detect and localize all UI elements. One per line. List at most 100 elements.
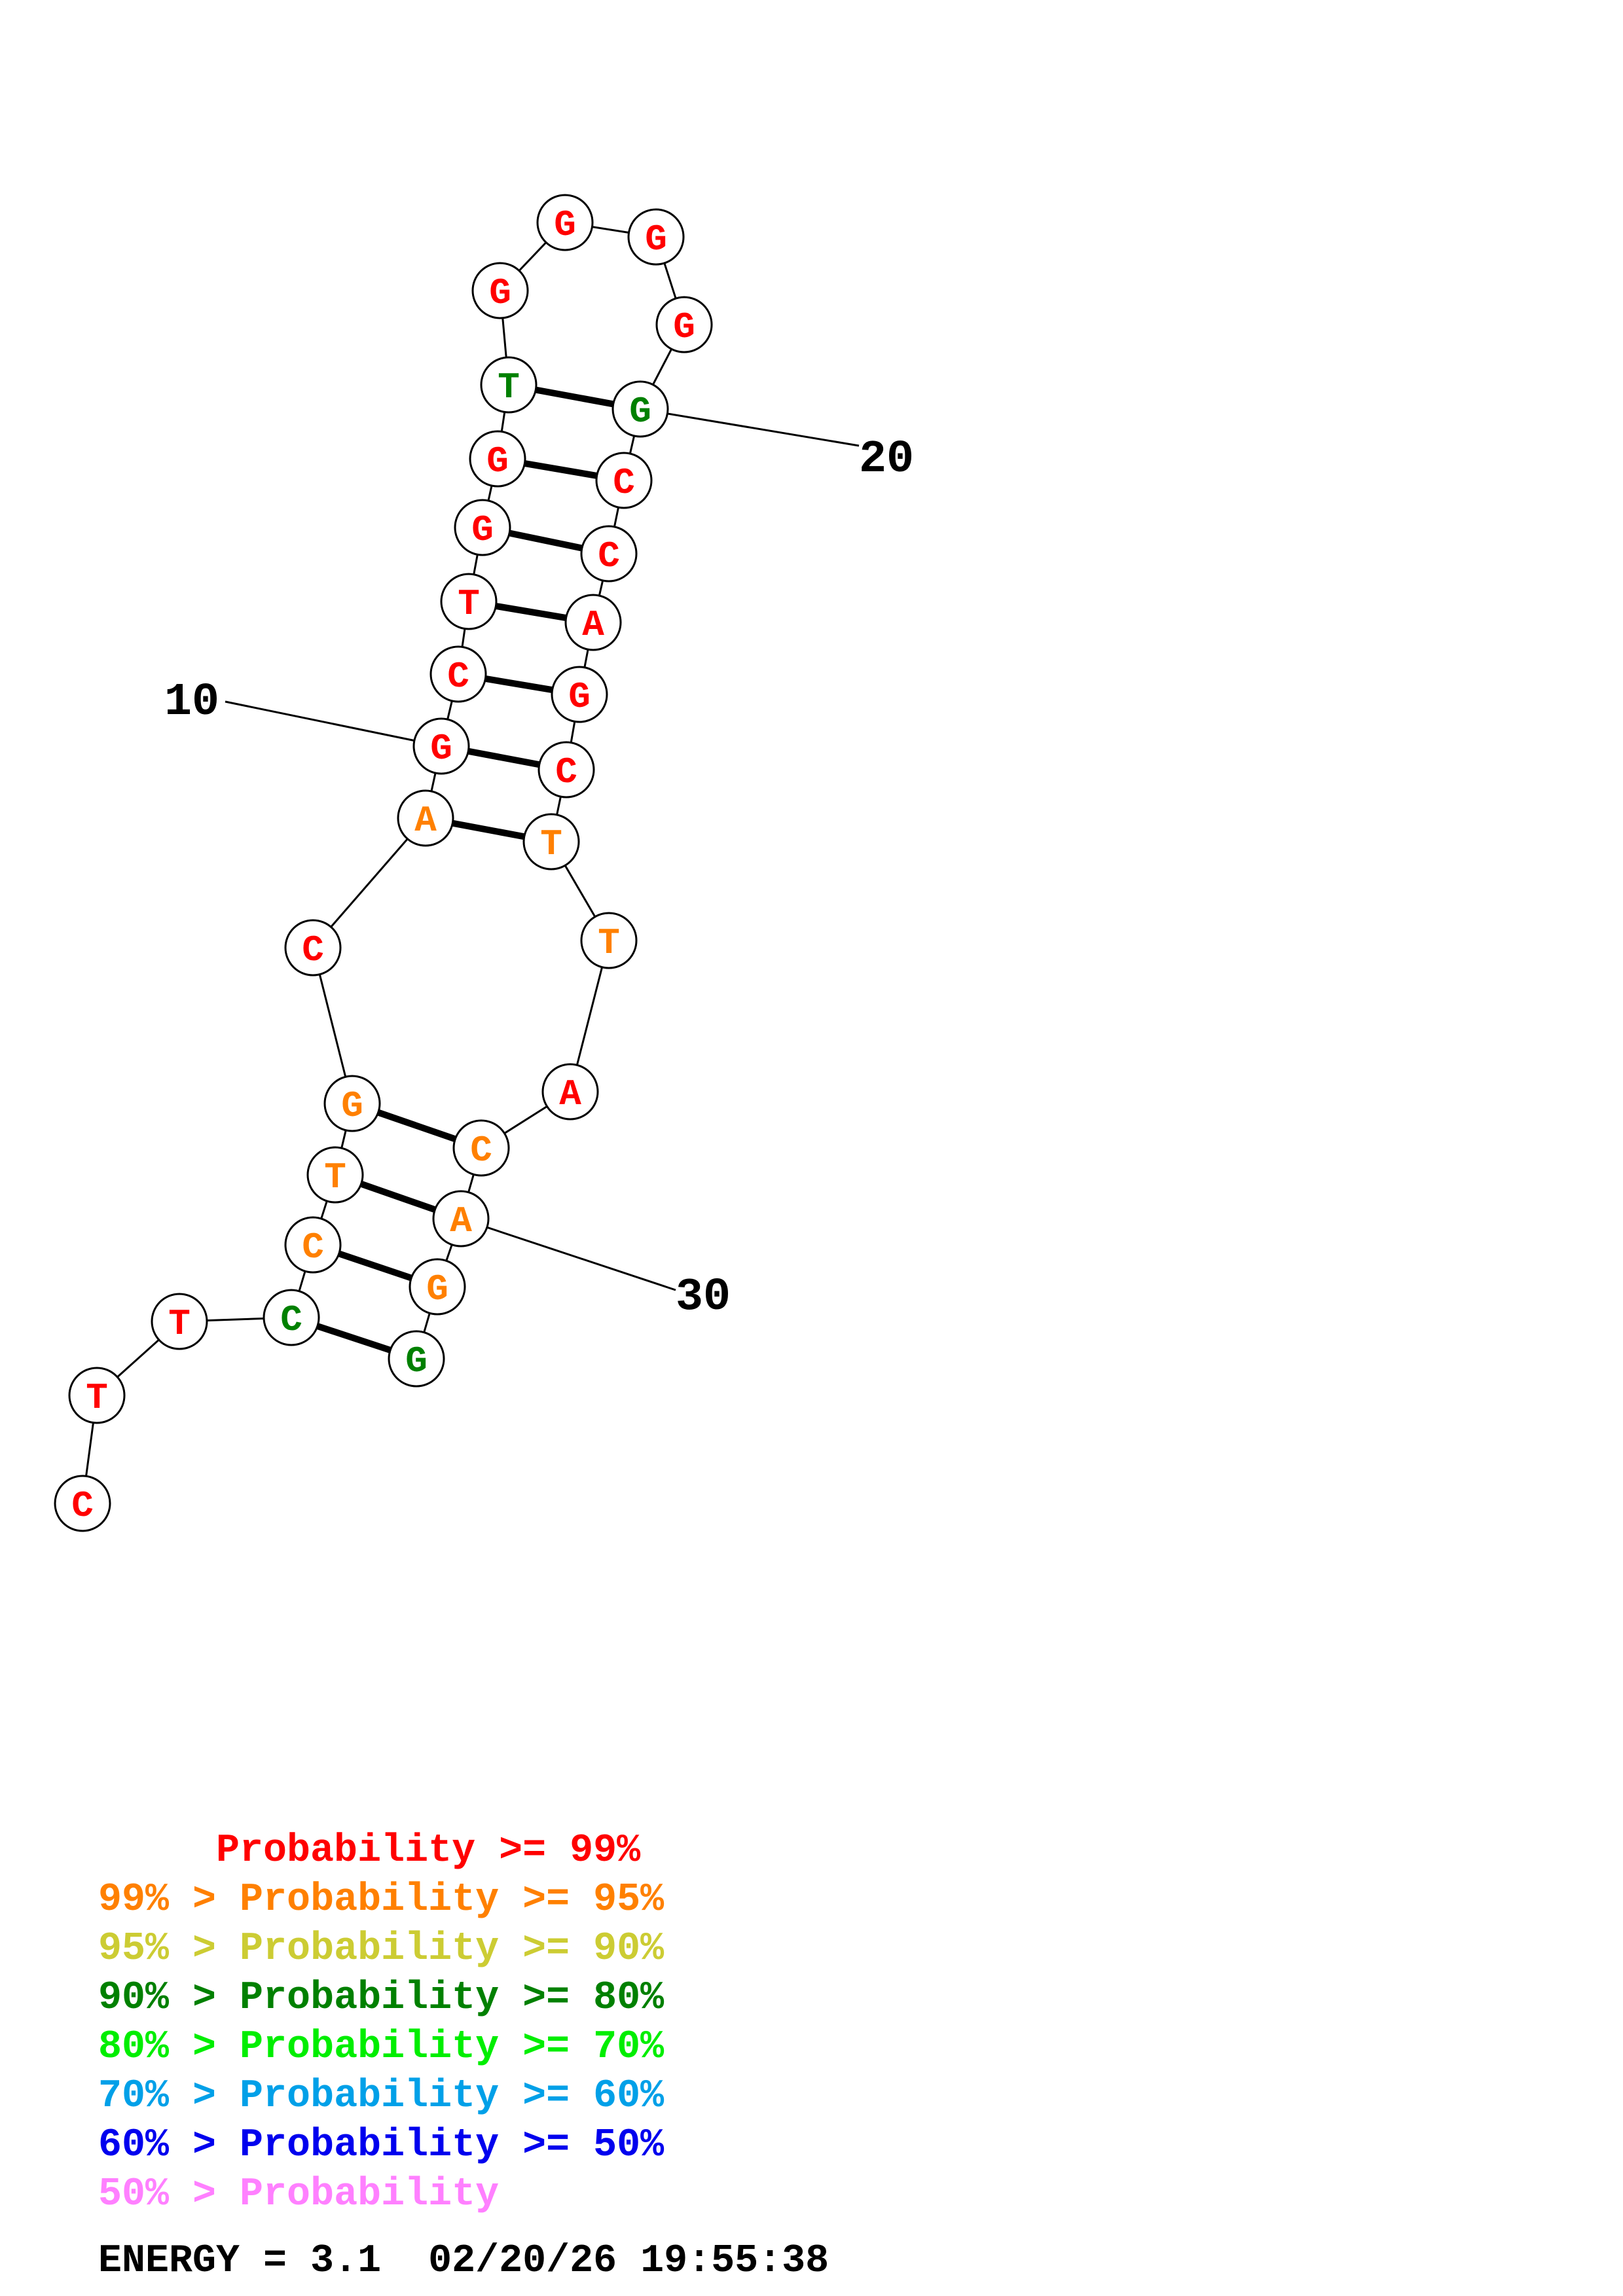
legend-entry: 50% > Probability	[98, 2175, 499, 2214]
nucleotide: T	[580, 912, 638, 969]
nucleotide-letter: G	[426, 1268, 448, 1310]
nucleotide: G	[454, 499, 511, 556]
nucleotide-letter: C	[71, 1485, 94, 1527]
nucleotide: G	[323, 1075, 381, 1132]
nucleotide: A	[397, 789, 454, 847]
nucleotide: A	[564, 594, 622, 651]
nucleotide-circle	[469, 430, 526, 488]
nucleotide-circle	[323, 1075, 381, 1132]
nucleotide-letter: C	[555, 751, 577, 793]
nucleotide-circle	[432, 1190, 490, 1247]
legend-entry: 60% > Probability >= 50%	[98, 2126, 664, 2165]
nucleotide-circle	[397, 789, 454, 847]
nucleotide-circle	[454, 499, 511, 556]
legend-entry: 90% > Probability >= 80%	[98, 1979, 664, 2018]
nucleotide: C	[263, 1289, 320, 1346]
nucleotide: G	[469, 430, 526, 488]
nucleotide-circle	[429, 645, 487, 703]
nucleotide-letter: T	[324, 1157, 346, 1198]
nucleotide-letter: G	[430, 728, 452, 770]
nucleotide: A	[541, 1063, 599, 1121]
nucleotide-letter: C	[613, 462, 635, 504]
position-label-leader	[640, 408, 860, 447]
legend-prefix: 60% >	[98, 2123, 240, 2168]
nucleotide-letter: T	[598, 922, 620, 964]
nucleotide-letter: G	[645, 219, 667, 260]
nucleotide-circle	[412, 717, 470, 775]
nucleotide: T	[68, 1367, 126, 1424]
nucleotide-letter: A	[414, 800, 437, 842]
nucleotide-letter: G	[405, 1340, 428, 1382]
legend-prefix: 70% >	[98, 2074, 240, 2119]
nucleotide-letter: G	[486, 440, 509, 482]
nucleotide-letter: T	[86, 1377, 108, 1419]
nucleotide-letter: C	[280, 1299, 302, 1341]
nucleotide-letter: C	[447, 656, 469, 698]
nucleotide-letter: G	[554, 204, 576, 246]
nucleotide-letter: G	[471, 509, 494, 551]
nucleotide: C	[429, 645, 487, 703]
legend-prefix: 80% >	[98, 2025, 240, 2070]
legend-prefix: 90% >	[98, 1976, 240, 2020]
nucleotide-letter: T	[458, 583, 480, 625]
position-labels: 10 20 30	[164, 408, 914, 1323]
nucleotide: G	[611, 380, 669, 438]
nucleotide: T	[151, 1293, 208, 1350]
nucleotide-circle	[68, 1367, 126, 1424]
nucleotide-circle	[541, 1063, 599, 1121]
nucleotide-letter: G	[489, 272, 511, 314]
nucleotide-circle	[655, 296, 713, 353]
nucleotide-circle	[284, 1216, 342, 1274]
legend-label: Probability	[240, 2172, 500, 2217]
nucleotide-letter: G	[629, 391, 651, 433]
nucleotide: G	[388, 1330, 445, 1388]
energy-line: ENERGY = 3.1 02/20/26 19:55:38	[98, 2242, 829, 2281]
nucleotide-circle	[595, 452, 653, 509]
nucleotide: T	[480, 356, 538, 414]
legend-label: Probability >= 50%	[240, 2123, 665, 2168]
nucleotide: G	[471, 262, 529, 319]
nucleotide: C	[284, 1216, 342, 1274]
legend-entry: 80% > Probability >= 70%	[98, 2028, 664, 2067]
nucleotide-letter: T	[540, 823, 562, 865]
backbone-segment	[312, 817, 427, 948]
legend-label: Probability >= 95%	[240, 1878, 665, 1922]
nucleotide: G	[409, 1258, 466, 1316]
legend-prefix: 99% >	[98, 1878, 240, 1922]
legend-entry: Probability >= 99%	[98, 1831, 640, 1871]
nucleotide-letter: T	[498, 367, 520, 408]
position-label-leader	[460, 1217, 676, 1291]
nucleotide-circle	[388, 1330, 445, 1388]
nucleotide-letter: C	[302, 929, 324, 971]
position-label-leader	[225, 700, 442, 747]
nucleotide-circle	[151, 1293, 208, 1350]
nucleotide-circle	[551, 666, 608, 723]
nucleotide-circle	[54, 1475, 111, 1532]
legend-entry: 99% > Probability >= 95%	[98, 1880, 664, 1920]
nucleotide: T	[440, 573, 498, 630]
nucleotide: C	[595, 452, 653, 509]
nucleotide: T	[306, 1146, 364, 1204]
legend-entry: 95% > Probability >= 90%	[98, 1929, 664, 1969]
nucleotide: G	[551, 666, 608, 723]
legend-label: Probability >= 60%	[240, 2074, 665, 2119]
nucleotide: G	[412, 717, 470, 775]
nucleotide-circle	[538, 741, 595, 798]
nucleotide-circle	[263, 1289, 320, 1346]
nucleotide-letter: C	[470, 1130, 492, 1172]
nucleotide-letter: C	[302, 1227, 324, 1268]
nucleotide-letter: G	[341, 1085, 363, 1127]
nucleotide: G	[536, 194, 594, 251]
nucleotide-circle	[522, 813, 580, 870]
legend-entry: 70% > Probability >= 60%	[98, 2077, 664, 2116]
energy-text: ENERGY = 3.1 02/20/26 19:55:38	[98, 2239, 830, 2284]
nucleotide-circle	[564, 594, 622, 651]
nucleotide: G	[655, 296, 713, 353]
legend-label: Probability >= 99%	[216, 1829, 641, 1873]
nucleotide-circle	[284, 919, 342, 977]
nucleotide-circle	[440, 573, 498, 630]
nucleotide-letter: C	[598, 535, 620, 577]
nucleotide: A	[432, 1190, 490, 1247]
position-label: 30	[676, 1272, 731, 1323]
